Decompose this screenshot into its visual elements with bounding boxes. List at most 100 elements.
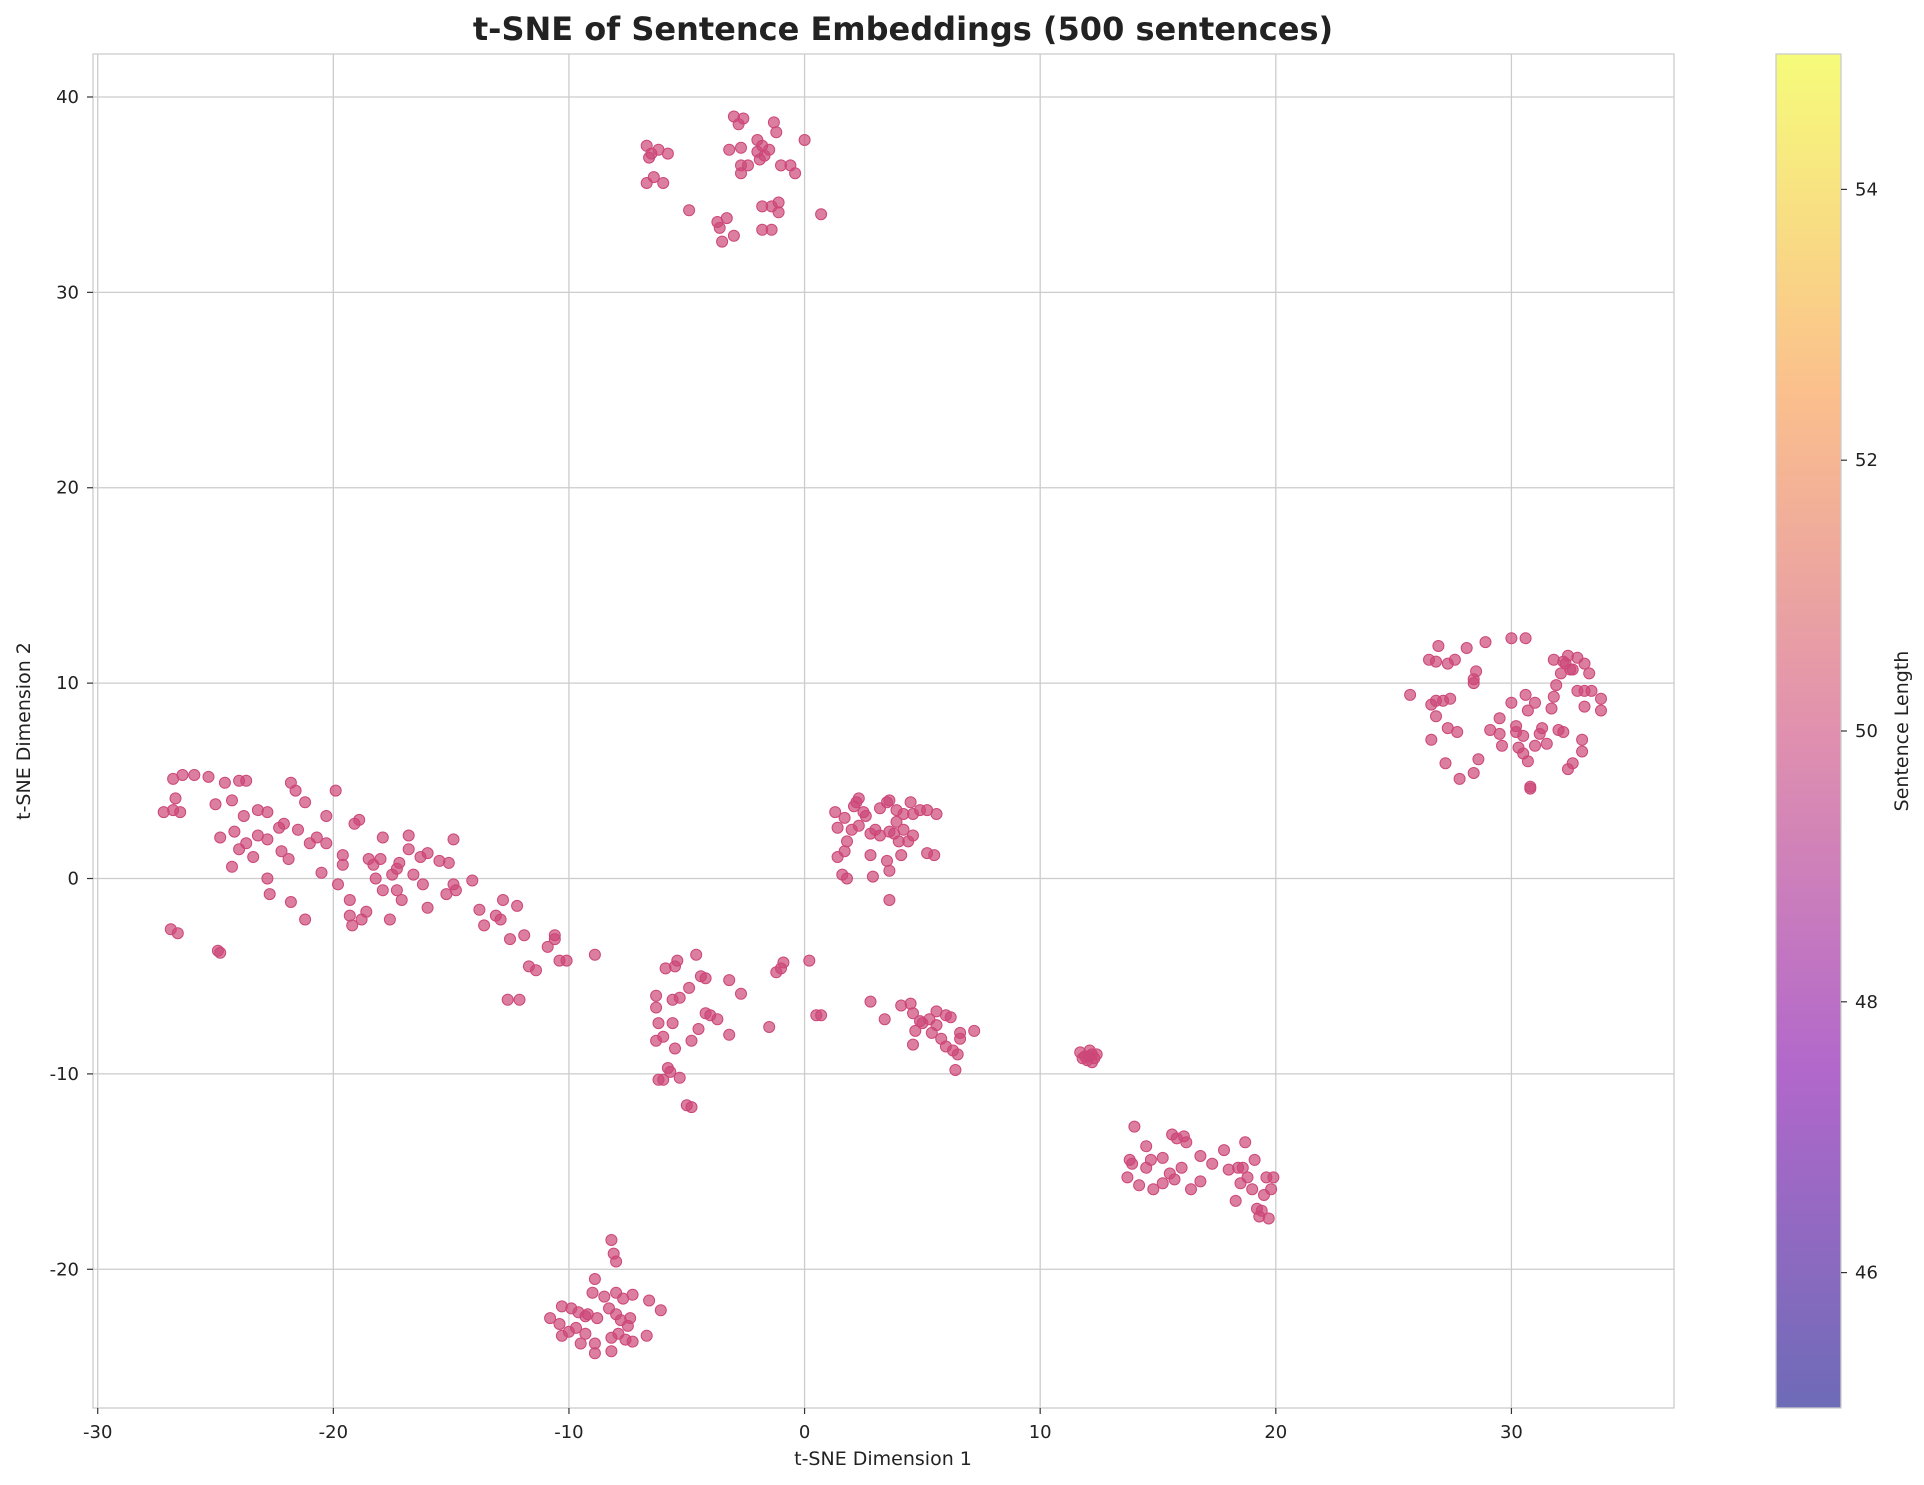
data-point (1519, 688, 1532, 701)
data-point (902, 835, 915, 848)
data-point (907, 1007, 919, 1020)
data-point (650, 1034, 663, 1047)
data-point (666, 1017, 679, 1030)
data-point (841, 872, 853, 885)
data-point (951, 1048, 964, 1061)
data-point (473, 903, 486, 916)
data-point (579, 1327, 592, 1340)
data-point (1248, 1153, 1261, 1166)
y-tick-label: -20 (50, 1259, 79, 1280)
data-point (421, 901, 434, 914)
cluster-lower-right (1121, 1120, 1280, 1225)
data-point (555, 1329, 568, 1342)
colorbar-tick-label: 50 (1855, 721, 1878, 742)
data-point (1144, 1153, 1157, 1166)
data-point (1239, 1136, 1252, 1149)
data-point (1255, 1204, 1268, 1217)
data-point (292, 823, 304, 836)
data-point (928, 849, 941, 862)
data-point (661, 147, 674, 160)
data-point (504, 933, 516, 946)
data-point (315, 866, 328, 879)
data-point (643, 151, 656, 164)
data-point (1126, 1157, 1139, 1170)
cluster-tight (1074, 1044, 1103, 1069)
data-point (1265, 1183, 1278, 1196)
data-point (226, 794, 238, 807)
data-point (815, 208, 828, 221)
data-point (864, 849, 877, 862)
data-point (169, 792, 182, 805)
data-point (610, 1255, 623, 1268)
data-point (866, 870, 879, 883)
data-point (1194, 1175, 1207, 1188)
data-point (369, 872, 382, 885)
data-point (690, 948, 703, 961)
data-point (171, 927, 184, 940)
data-point (1576, 745, 1589, 758)
data-point (310, 831, 323, 844)
data-point (343, 909, 356, 922)
data-point (621, 1319, 634, 1332)
data-point (626, 1288, 639, 1301)
data-point (815, 1009, 828, 1022)
data-point (907, 1038, 919, 1051)
data-point (643, 1294, 656, 1307)
data-point (897, 823, 910, 836)
data-point (652, 1017, 665, 1030)
colorbar-label: Sentence Length (1891, 651, 1913, 812)
data-point (640, 177, 653, 189)
data-point (735, 167, 747, 180)
y-axis-ticks: -20 -10 0 10 20 30 40 (50, 87, 93, 1280)
data-point (226, 860, 238, 873)
data-point (228, 825, 241, 838)
data-point (320, 810, 333, 822)
data-point (829, 806, 842, 819)
data-point (685, 1101, 698, 1114)
grid (93, 54, 1674, 1408)
data-point (650, 1001, 663, 1014)
data-point (1547, 690, 1560, 703)
data-point (850, 796, 863, 809)
data-point (407, 868, 420, 881)
data-point (673, 991, 686, 1004)
data-point (838, 811, 851, 824)
data-point (1493, 712, 1506, 725)
data-point (716, 235, 729, 248)
data-point (1121, 1171, 1134, 1184)
data-point (683, 204, 696, 217)
data-point (968, 1024, 981, 1037)
y-tick-label: 0 (68, 869, 79, 890)
data-point (1425, 733, 1438, 746)
data-point (925, 1026, 938, 1039)
data-point (1576, 733, 1589, 746)
data-point (765, 223, 778, 236)
data-point (1536, 722, 1549, 735)
data-point (374, 853, 387, 865)
data-point (727, 229, 740, 242)
data-point (511, 899, 524, 912)
data-point (949, 1064, 962, 1076)
data-point (723, 974, 736, 987)
data-point (1185, 1183, 1197, 1196)
data-point (588, 1273, 601, 1285)
x-tick-label: 30 (1500, 1422, 1523, 1443)
data-point (605, 1234, 618, 1246)
data-point (798, 134, 811, 146)
data-point (402, 829, 415, 842)
data-point (336, 849, 349, 862)
data-point (930, 808, 943, 820)
data-point (1529, 739, 1541, 752)
data-point (329, 784, 342, 797)
data-point (1267, 1171, 1280, 1184)
data-point (1128, 1120, 1141, 1133)
data-point (1168, 1173, 1181, 1186)
x-tick-label: -10 (554, 1422, 583, 1443)
data-point (1236, 1161, 1249, 1174)
data-point (214, 831, 227, 844)
data-point (914, 1015, 926, 1028)
data-point (1241, 1171, 1254, 1184)
data-point (376, 831, 389, 844)
data-point (904, 796, 917, 809)
